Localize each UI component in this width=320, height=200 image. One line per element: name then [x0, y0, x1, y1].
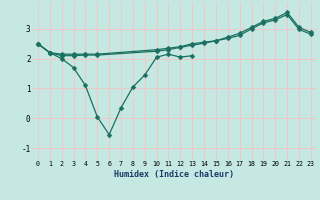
X-axis label: Humidex (Indice chaleur): Humidex (Indice chaleur)	[115, 170, 234, 179]
